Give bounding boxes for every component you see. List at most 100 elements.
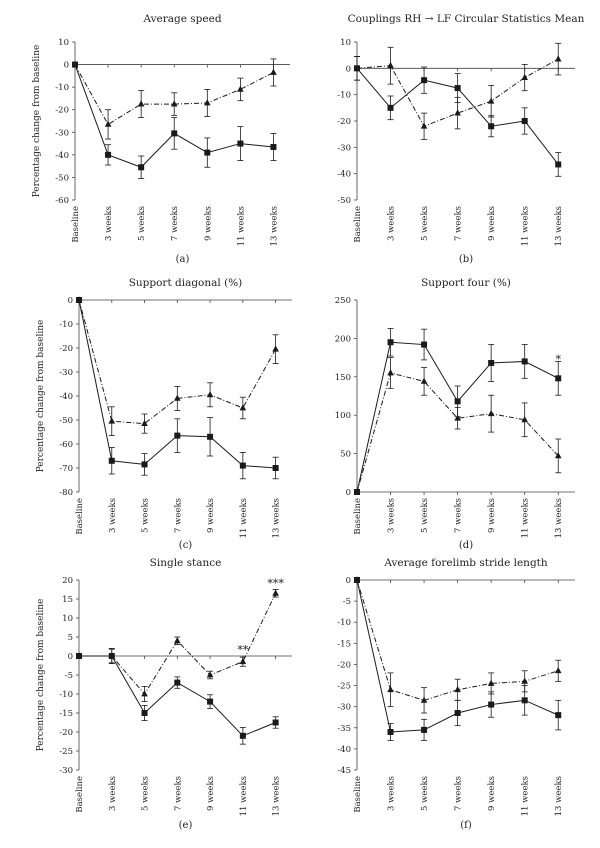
data-point-square [141, 710, 148, 716]
x-tick-label: 11 weeks [239, 776, 249, 816]
data-point-square [454, 85, 461, 92]
data-point-triangle [239, 657, 247, 665]
data-point-triangle [487, 97, 495, 104]
data-point-square [454, 710, 461, 716]
panel-label: (e) [179, 820, 193, 831]
chart-panel-f: Average forelimb stride length 0 -5 -10 -15 -… [337, 557, 575, 831]
x-tick-label: 5 weeks [420, 206, 430, 241]
data-point-square [272, 465, 279, 471]
data-point-square [105, 151, 112, 158]
data-point-square [270, 143, 277, 150]
x-tick-label: 11 weeks [521, 776, 531, 816]
data-point-triangle [75, 652, 83, 659]
data-point-square [555, 161, 562, 168]
y-tick-label: 200 [335, 334, 351, 344]
y-tick-label: -40 [55, 151, 69, 161]
data-point-triangle [272, 589, 279, 596]
significance-annotation: * [555, 353, 561, 366]
data-point-square [239, 462, 246, 469]
significance-annotation: *** [267, 577, 284, 590]
y-tick-label: -50 [55, 173, 69, 183]
significance-annotation: ** [237, 643, 249, 656]
y-tick-label: -30 [337, 143, 351, 153]
data-point-triangle [353, 576, 361, 583]
data-point-triangle [454, 685, 461, 693]
y-tick-label: -5 [343, 597, 351, 607]
x-tick-label: 7 weeks [454, 776, 464, 811]
y-tick-label: -15 [337, 639, 351, 649]
x-tick-label: 5 weeks [137, 206, 147, 241]
x-tick-label: Baseline [353, 206, 363, 243]
data-point-triangle [521, 416, 528, 423]
x-tick-label: 7 weeks [170, 206, 180, 241]
data-point-square [488, 359, 495, 366]
y-tick-label: 50 [340, 450, 351, 460]
data-point-triangle [108, 652, 116, 659]
series-line-solid [74, 64, 274, 168]
y-tick-label: 250 [335, 296, 351, 306]
x-tick-label: 5 weeks [141, 776, 151, 811]
x-tick-label: Baseline [353, 776, 363, 813]
data-point-square [272, 719, 279, 726]
data-point-square [239, 732, 246, 739]
y-tick-label: 10 [340, 38, 351, 48]
data-point-square [555, 375, 562, 382]
y-tick-label: -30 [337, 703, 351, 713]
y-tick-label: 10 [62, 614, 73, 624]
x-tick-label: 11 weeks [521, 206, 531, 246]
chart-panel-e: Single stance 20 15 10 5 0 -5 -10 -15 -20 -25 -30Ba… [36, 557, 292, 831]
x-tick-label: 3 weeks [104, 206, 114, 241]
y-tick-label: 0 [64, 61, 69, 71]
data-point-triangle [353, 488, 361, 495]
y-tick-label: -20 [55, 106, 69, 116]
y-axis-label: Percentage change from baseline [36, 599, 46, 752]
data-point-triangle [174, 637, 181, 644]
data-point-triangle [272, 345, 279, 352]
y-tick-label: -30 [55, 128, 69, 138]
data-point-square [204, 149, 211, 156]
data-point-triangle [420, 122, 428, 129]
x-tick-label: 9 weeks [487, 206, 497, 241]
y-tick-label: 10 [58, 38, 69, 48]
data-point-triangle [387, 369, 394, 376]
y-tick-label: -60 [59, 440, 73, 450]
x-tick-label: 5 weeks [420, 498, 430, 533]
y-axis-label: Percentage change from baseline [32, 45, 42, 198]
x-tick-label: 3 weeks [108, 498, 118, 533]
x-tick-label: 9 weeks [206, 776, 216, 811]
panel-label: (d) [459, 540, 473, 551]
y-tick-label: -30 [59, 766, 73, 776]
x-tick-label: 13 weeks [554, 498, 564, 538]
y-tick-label: -35 [337, 724, 351, 734]
chart-title: Average forelimb stride length [383, 557, 548, 569]
x-tick-label: 11 weeks [521, 498, 531, 538]
data-point-triangle [170, 100, 178, 107]
y-tick-label: -60 [55, 196, 69, 206]
data-point-triangle [174, 394, 181, 401]
data-point-square [387, 104, 394, 111]
data-point-triangle [420, 696, 428, 703]
data-point-triangle [521, 73, 528, 80]
panel-label: (c) [179, 540, 193, 551]
chart-title: Support diagonal (%) [129, 277, 243, 289]
data-point-square [237, 140, 244, 147]
data-point-triangle [420, 377, 428, 384]
data-point-triangle [554, 452, 562, 459]
chart-title: Single stance [150, 557, 222, 569]
y-tick-label: -10 [59, 690, 73, 700]
y-tick-label: 150 [335, 373, 351, 383]
y-tick-label: -50 [337, 196, 351, 206]
y-tick-label: -15 [59, 709, 73, 719]
y-tick-label: -40 [337, 170, 351, 180]
data-point-square [555, 712, 562, 719]
y-tick-label: -10 [337, 618, 351, 628]
data-point-square [138, 164, 145, 171]
y-tick-label: -20 [59, 728, 73, 738]
x-tick-label: 5 weeks [141, 498, 151, 533]
data-point-triangle [237, 85, 244, 92]
x-tick-label: 13 weeks [272, 498, 282, 538]
y-tick-label: -10 [337, 91, 351, 101]
y-tick-label: 0 [346, 64, 351, 74]
data-point-square [387, 339, 394, 346]
data-point-triangle [204, 99, 211, 106]
